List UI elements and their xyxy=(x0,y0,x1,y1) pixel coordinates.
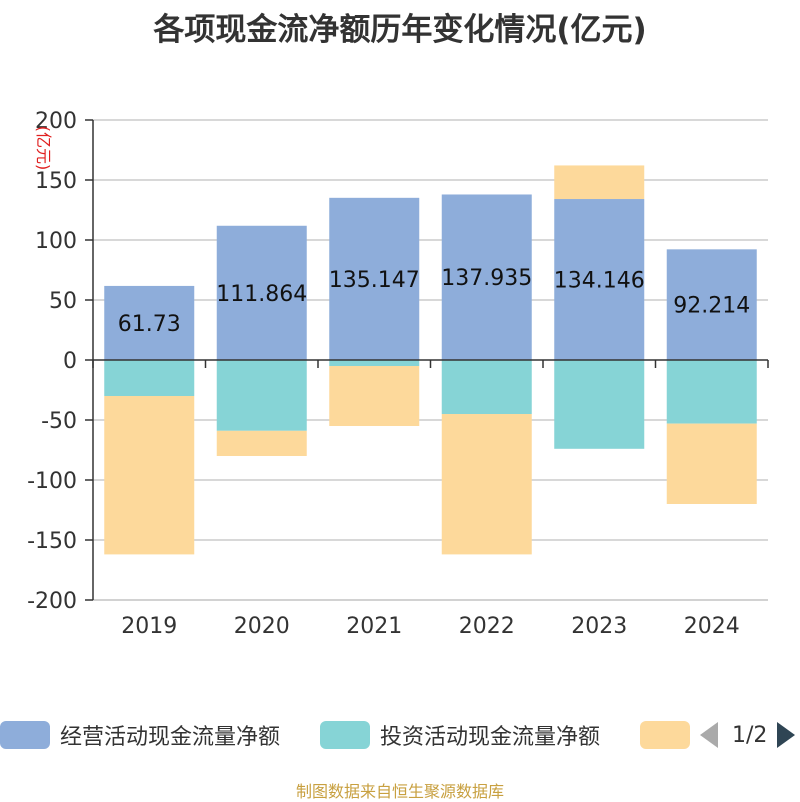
legend: 经营活动现金流量净额 投资活动现金流量净额 1/2 xyxy=(0,716,800,754)
y-tick-label: -50 xyxy=(41,409,77,434)
bar-financing-2024[interactable] xyxy=(666,423,757,504)
bar-investing-2023[interactable] xyxy=(554,360,645,449)
source-note: 制图数据来自恒生聚源数据库 xyxy=(295,782,504,801)
y-tick-label: 150 xyxy=(35,169,77,194)
bar-investing-2019[interactable] xyxy=(104,360,195,396)
bar-financing-2020[interactable] xyxy=(216,430,307,456)
y-tick-label: -150 xyxy=(27,529,77,554)
legend-item-investing[interactable]: 投资活动现金流量净额 xyxy=(320,716,600,754)
legend-item-financing[interactable] xyxy=(640,716,690,754)
bar-investing-2021[interactable] xyxy=(329,360,420,366)
bar-operating-2019[interactable] xyxy=(104,285,195,360)
bar-financing-2022[interactable] xyxy=(441,414,532,555)
bar-investing-2020[interactable] xyxy=(216,360,307,431)
legend-label-operating: 经营活动现金流量净额 xyxy=(60,725,281,750)
y-tick-label: 200 xyxy=(35,109,77,134)
chart-title: 各项现金流净额历年变化情况(亿元) xyxy=(153,12,647,48)
y-unit-label: (亿元) xyxy=(34,126,53,171)
y-tick-label: 100 xyxy=(35,229,77,254)
data-label-operating-2023: 134.146 xyxy=(554,269,645,294)
bar-operating-2020[interactable] xyxy=(216,225,307,360)
x-tick-label: 2020 xyxy=(234,614,290,639)
data-label-operating-2020: 111.864 xyxy=(216,282,307,307)
data-label-operating-2021: 135.147 xyxy=(329,268,420,293)
legend-swatch-operating xyxy=(0,721,50,749)
y-tick-label: -200 xyxy=(27,589,77,614)
x-tick-label: 2023 xyxy=(571,614,627,639)
y-tick-label: -100 xyxy=(27,469,77,494)
legend-page-indicator: 1/2 xyxy=(732,722,768,748)
y-tick-label: 0 xyxy=(63,349,77,374)
legend-label-investing: 投资活动现金流量净额 xyxy=(380,725,601,750)
next-page-icon[interactable] xyxy=(777,722,796,748)
y-tick-label: 50 xyxy=(49,289,77,314)
legend-swatch-investing xyxy=(320,721,370,749)
x-tick-label: 2021 xyxy=(346,614,402,639)
legend-swatch-financing xyxy=(640,721,690,749)
bar-investing-2022[interactable] xyxy=(441,360,532,414)
x-tick-label: 2024 xyxy=(684,614,740,639)
prev-page-icon[interactable] xyxy=(700,722,718,748)
bar-financing-2023[interactable] xyxy=(554,165,645,200)
chart-plot: 200 150 100 50 0 -50 -100 -150 -200 (亿元) 61.73 2019… xyxy=(27,109,769,639)
bar-financing-2021[interactable] xyxy=(329,366,420,426)
bar-operating-2021[interactable] xyxy=(329,197,420,360)
data-label-operating-2019: 61.73 xyxy=(118,312,181,337)
x-tick-label: 2022 xyxy=(459,614,515,639)
data-label-operating-2024: 92.214 xyxy=(673,294,750,319)
x-tick-label: 2019 xyxy=(121,614,177,639)
bar-investing-2024[interactable] xyxy=(666,360,757,424)
bar-operating-2023[interactable] xyxy=(554,199,645,360)
bar-operating-2024[interactable] xyxy=(666,249,757,360)
legend-item-operating[interactable]: 经营活动现金流量净额 xyxy=(0,716,280,754)
bar-financing-2019[interactable] xyxy=(104,396,195,555)
legend-pager: 1/2 xyxy=(700,716,796,754)
data-label-operating-2022: 137.935 xyxy=(441,266,532,291)
bar-operating-2022[interactable] xyxy=(441,194,532,360)
